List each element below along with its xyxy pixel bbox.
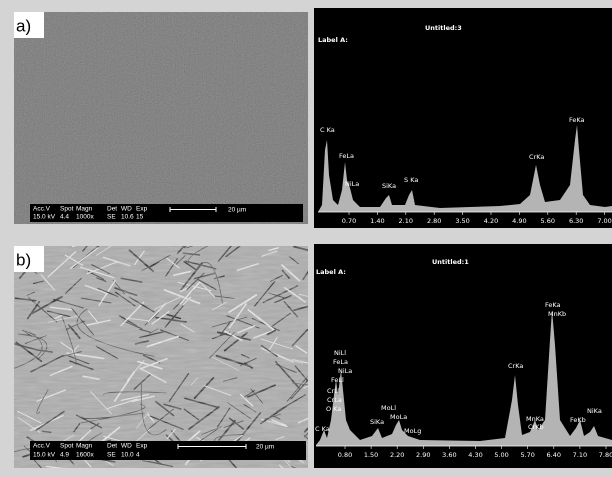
x-tick-label: 6.40 [547,451,561,459]
scale-bar-label: 20 µm [228,207,246,214]
peak-label: FeLl [331,376,344,384]
x-tick-label: 3.60 [442,451,456,459]
spectrum-title: Untitled:3 [425,24,462,32]
peak-label: CrKb [528,423,544,431]
figure: a) Acc.V Spot Magn Det WD Exp 15.0 kV 4.… [0,0,612,472]
spectrum-label: Label A: [318,36,348,44]
info-bar: Acc.V Spot Magn Det WD Exp 15.0 kV 4.9 1… [30,441,306,460]
info-header: Magn [76,443,93,450]
x-tick-label: 7.10 [573,451,587,459]
x-tick-label: 5.70 [520,451,534,459]
peak-label: NiLa [338,367,352,375]
peak-label: MoLl [381,404,396,412]
peak-label: FeKb [570,416,586,424]
info-header: WD [121,206,132,213]
x-tick-label: 1.40 [370,217,384,225]
peak-label: MoLg [404,427,421,435]
info-header: WD [121,443,132,450]
x-tick-label: 0.80 [338,451,352,459]
spectrum-label: Label A: [316,268,346,276]
x-tick-label: 7.00 [597,217,611,225]
x-tick-label: 0.70 [342,217,356,225]
info-header: Exp [136,443,148,450]
info-header: Spot [60,206,74,213]
info-header: Acc.V [33,443,51,450]
spectrum: Untitled:1 Label A: C Ka NiLl FeLa NiLa … [314,244,612,468]
peak-label: MnKa [526,415,544,423]
panel-label: a) [16,16,31,35]
peak-label: CrKa [508,362,523,370]
info-value: SE [107,452,116,459]
info-header: Exp [136,206,148,213]
info-header: Det [107,443,117,450]
info-value: 15.0 kV [33,452,56,459]
peak-label: CrLl [327,387,340,395]
x-tick-label: 5.00 [494,451,508,459]
x-tick-label: 4.30 [468,451,482,459]
info-value: 10.0 [121,452,134,459]
info-value: 4 [136,452,140,459]
panel-label: b) [16,250,31,269]
peak-label: NiKa [587,407,602,415]
peak-label: NiLa [345,180,359,188]
info-value: 15 [136,214,144,221]
info-header: Spot [60,443,74,450]
spectrum: Untitled:3 Label A: C Ka FeLa NiLa SiKa … [314,8,612,228]
peak-label: S Ka [404,176,418,184]
info-header: Det [107,206,117,213]
x-tick-label: 7.80 [599,451,612,459]
x-tick-label: 4.90 [512,217,526,225]
peak-label: FeKa [545,301,561,309]
info-value: 1000x [76,214,94,221]
peak-label: SiKa [370,418,384,426]
peak-label: CrKa [529,153,544,161]
spectrum-title: Untitled:1 [432,258,469,266]
peak-label: FeLa [339,152,354,160]
x-tick-label: 2.80 [427,217,441,225]
lath [72,240,94,246]
page: {"panels": [ {"label": "a)", "sem": {"in… [0,0,612,472]
info-bar: Acc.V Spot Magn Det WD Exp 15.0 kV 4.4 1… [30,204,303,222]
x-tick-label: 6.30 [569,217,583,225]
peak-label: O Ka [326,405,341,413]
info-value: 4.9 [60,452,69,459]
peak-label: MnKb [548,310,566,318]
peak-label: C Ka [320,126,335,134]
sem-noise [14,246,308,468]
x-tick-label: 3.50 [455,217,469,225]
scale-bar-label: 20 µm [256,444,274,451]
x-tick-label: 2.90 [416,451,430,459]
peak-label: MoLa [390,413,407,421]
info-value: SE [107,214,116,221]
x-tick-label: 5.60 [541,217,555,225]
x-tick-label: 2.10 [399,217,413,225]
info-header: Acc.V [33,206,51,213]
x-tick-label: 1.50 [364,451,378,459]
info-value: 15.0 kV [33,214,56,221]
info-value: 1600x [76,452,94,459]
peak-label: CrLa [327,396,342,404]
lath [185,221,206,248]
x-tick-label: 4.20 [484,217,498,225]
info-header: Magn [76,206,93,213]
x-tick-label: 2.20 [390,451,404,459]
peak-label: C Ka [315,425,330,433]
peak-label: SiKa [382,182,396,190]
peak-label: FeKa [569,116,585,124]
lath [282,468,292,471]
peak-label: NiLl [334,349,346,357]
info-value: 4.4 [60,214,69,221]
peak-label: FeLa [333,358,348,366]
info-value: 10.6 [121,214,134,221]
sem-texture [14,12,308,224]
